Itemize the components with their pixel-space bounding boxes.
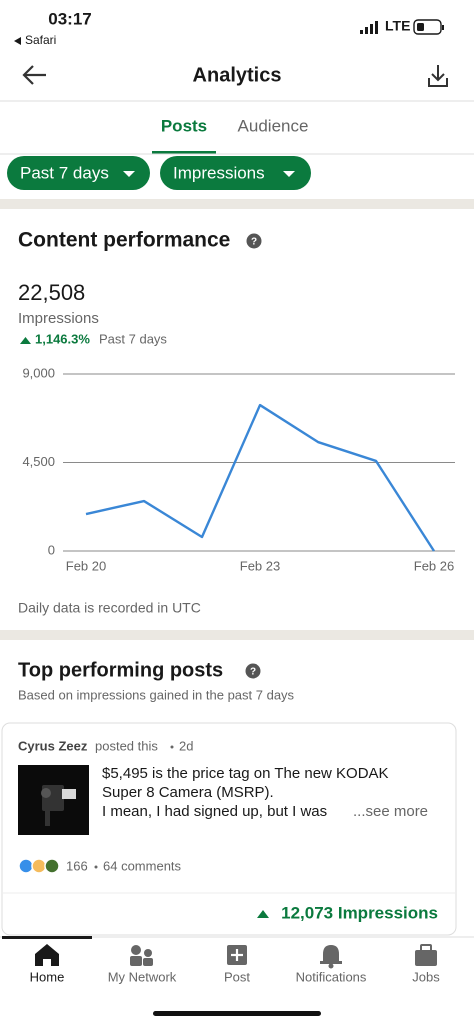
change-value: 1,146.3%: [35, 331, 90, 346]
post-text: I mean, I had signed up, but I was: [102, 803, 327, 820]
nav-network[interactable]: My Network: [108, 945, 177, 984]
nav-jobs[interactable]: Jobs: [412, 944, 440, 984]
x-tick-label: Feb 20: [66, 558, 106, 573]
filter-pill[interactable]: [7, 156, 150, 190]
total-value: 22,508: [18, 280, 85, 305]
nav-label: Jobs: [412, 969, 440, 984]
chart: 0 4,500 9,000 Feb 20 Feb 23 Feb 26: [22, 365, 455, 573]
see-more[interactable]: ...see more: [353, 803, 428, 820]
y-tick-label: 9,000: [22, 365, 55, 380]
reaction-icons: [18, 858, 60, 874]
comment-count[interactable]: 64 comments: [103, 858, 182, 873]
network-label: LTE: [385, 18, 410, 34]
svg-text:?: ?: [251, 237, 257, 248]
metric-label: Impressions: [18, 310, 99, 327]
filter-label: Past 7 days: [20, 163, 109, 182]
nav-home[interactable]: Home: [30, 944, 65, 984]
nav-label: My Network: [108, 969, 177, 984]
y-tick-label: 0: [48, 542, 55, 557]
tab-indicator: [152, 151, 216, 154]
post-action: posted this: [95, 738, 158, 753]
dropdown-caret: [123, 171, 135, 177]
nav-indicator: [2, 936, 92, 939]
status-time: 03:17: [48, 9, 91, 28]
separator-dot: [94, 865, 98, 869]
signal-icon: [360, 21, 378, 34]
nav-post[interactable]: Post: [224, 945, 250, 984]
post-card[interactable]: [1, 722, 457, 936]
nav-notifications[interactable]: Notifications: [296, 945, 367, 984]
nav-label: Notifications: [296, 969, 367, 984]
up-arrow: [20, 337, 31, 344]
up-arrow: [257, 910, 269, 918]
line-series: [85, 403, 436, 552]
separator-dot: [170, 745, 174, 749]
footnote: Daily data is recorded in UTC: [18, 600, 201, 616]
back-app-arrow: [14, 37, 21, 45]
home-indicator: [153, 1011, 321, 1016]
section-gap: [0, 630, 474, 640]
x-tick-label: Feb 26: [414, 558, 454, 573]
change-period: Past 7 days: [99, 331, 167, 346]
post-age: 2d: [179, 738, 193, 753]
nav-label: Home: [30, 969, 65, 984]
x-tick-label: Feb 23: [240, 558, 280, 573]
back-app[interactable]: Safari: [25, 33, 56, 47]
post-thumbnail[interactable]: [18, 765, 89, 835]
filter-label: Impressions: [173, 163, 265, 182]
tab[interactable]: Audience: [238, 116, 309, 135]
y-tick-label: 4,500: [22, 454, 55, 469]
page-title: Analytics: [193, 64, 282, 86]
svg-text:?: ?: [250, 667, 256, 678]
dropdown-caret: [283, 171, 295, 177]
section-gap: [0, 199, 474, 209]
help-icon[interactable]: ?: [246, 233, 262, 249]
back-button[interactable]: [22, 65, 46, 85]
section-subtitle: Based on impressions gained in the past …: [18, 687, 295, 702]
battery-icon: [413, 19, 444, 35]
section-title: Top performing posts: [18, 659, 223, 681]
filter-pill[interactable]: [160, 156, 311, 190]
section-title: Content performance: [18, 229, 230, 252]
nav-label: Post: [224, 969, 250, 984]
post-text: Super 8 Camera (MSRP).: [102, 784, 274, 801]
help-icon[interactable]: ?: [245, 663, 261, 679]
tab[interactable]: Posts: [161, 116, 207, 135]
reaction-count[interactable]: 166: [66, 858, 88, 873]
post-text: $5,495 is the price tag on The new KODAK: [102, 765, 389, 782]
download-button[interactable]: [428, 65, 448, 87]
post-author[interactable]: Cyrus Zeez: [18, 738, 88, 753]
post-impressions: 12,073 Impressions: [281, 903, 438, 922]
